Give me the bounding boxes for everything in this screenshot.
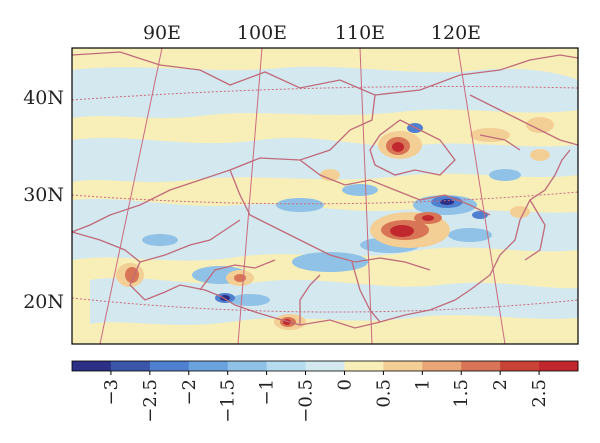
colorbar-swatch (344, 361, 384, 371)
colorbar-tick-label: −1 (257, 379, 278, 406)
colorbar-tick-label: −1.5 (218, 379, 239, 423)
colorbar-tick-label: −2.5 (140, 379, 161, 423)
map-frame (71, 47, 579, 345)
colorbar-swatch (500, 361, 540, 371)
colorbar-tick-label: 2.5 (529, 379, 550, 408)
longitude-labels: 90E 100E 110E 120E (143, 22, 481, 44)
colorbar-tick-label: −3 (101, 379, 122, 406)
colorbar-tick-label: 1 (412, 379, 433, 390)
colorbar-swatch (383, 361, 423, 371)
lon-label-100e: 100E (237, 22, 287, 44)
lon-label-90e: 90E (143, 22, 181, 44)
negative-anomaly-light (72, 66, 578, 325)
map-panel (72, 48, 578, 344)
colorbar (71, 360, 579, 375)
colorbar-swatch (149, 361, 190, 371)
colorbar-frame (71, 360, 579, 372)
colorbar-swatch (266, 361, 307, 371)
colorbar-swatch (305, 361, 345, 371)
colorbar-swatch (539, 361, 579, 371)
lat-label-20n: 20N (23, 291, 64, 313)
colorbar-swatch (110, 361, 151, 371)
colorbar-swatch (72, 361, 112, 371)
latitude-labels: 40N 30N 20N (23, 87, 64, 313)
lon-label-110e: 110E (335, 22, 385, 44)
colorbar-tick-label: 2 (490, 379, 511, 390)
colorbar-tick-label: 0 (334, 379, 355, 390)
colorbar-swatch (461, 361, 501, 371)
colorbar-tick-label: −2 (179, 379, 200, 406)
graticule (72, 86, 578, 313)
lon-label-120e: 120E (431, 22, 481, 44)
lat-label-40n: 40N (23, 87, 64, 109)
country-borders (72, 51, 578, 329)
colorbar-tick-label: 1.5 (451, 379, 472, 408)
colorbar-labels: −3 −2.5 −2 −1.5 −1 −0.5 0 0.5 1 1.5 2 2.5 (101, 379, 550, 423)
meridians (99, 48, 506, 344)
colorbar-swatch (422, 361, 462, 371)
colorbar-tick-label: −0.5 (296, 379, 317, 423)
colorbar-swatch (188, 361, 229, 371)
colorbar-swatch (227, 361, 268, 371)
lat-label-30n: 30N (23, 184, 64, 206)
negative-anomaly-extreme (220, 199, 454, 301)
colorbar-tick-label: 0.5 (373, 379, 394, 408)
